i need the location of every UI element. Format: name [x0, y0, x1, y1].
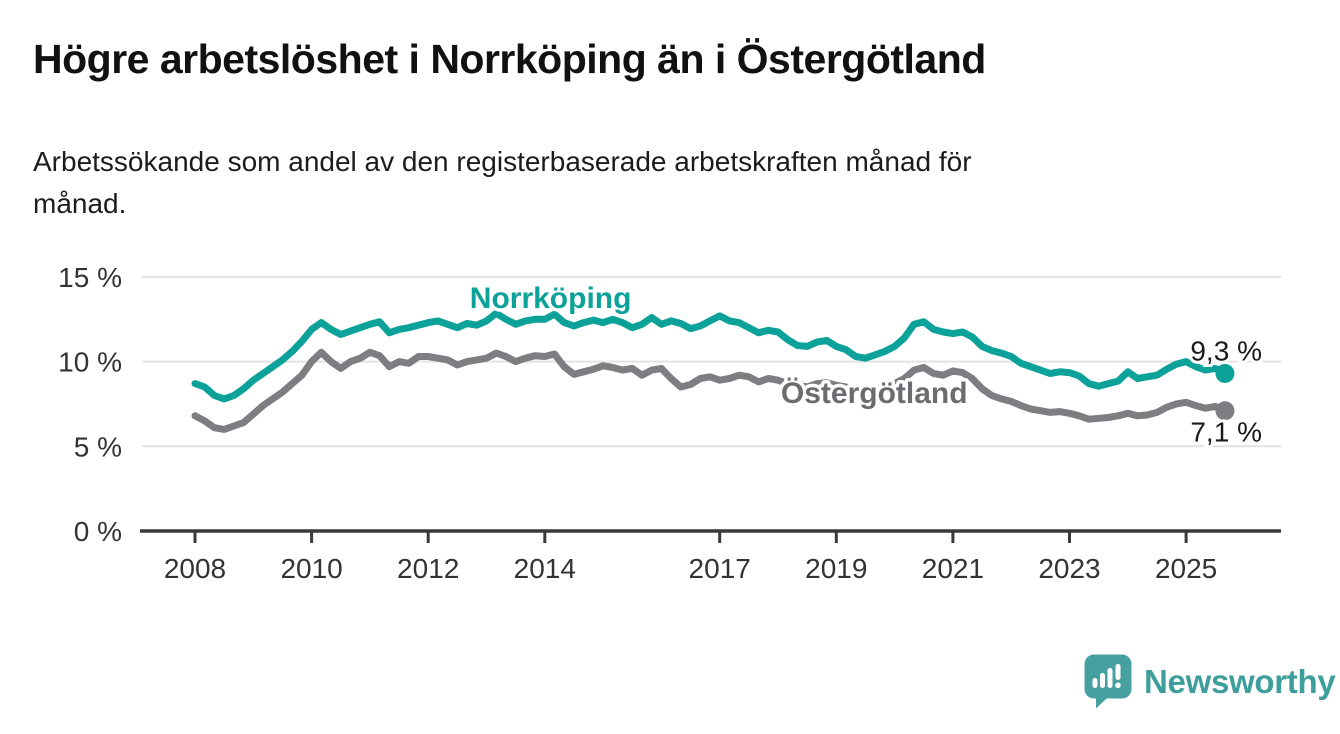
newsworthy-logo: Newsworthy: [1083, 653, 1336, 710]
x-axis-label-2019: 2019: [805, 553, 867, 584]
newsworthy-logo-icon: [1084, 654, 1132, 709]
x-axis-label-2023: 2023: [1038, 553, 1100, 584]
x-axis-label-2021: 2021: [922, 553, 984, 584]
x-axis-label-2012: 2012: [397, 553, 459, 584]
exclamation-dot: [1115, 682, 1121, 689]
norrkoping-series-label: Norrköping: [470, 282, 632, 315]
x-axis-label-2008: 2008: [164, 553, 226, 584]
subtitle-line-1: Arbetssökande som andel av den registerb…: [33, 146, 972, 177]
x-axis-label-2014: 2014: [514, 553, 576, 584]
ostergotland-end-value-label: 7,1 %: [1190, 417, 1262, 448]
ostergotland-end-dot: [1215, 401, 1235, 421]
ostergotland-series-label: Östergötland: [781, 377, 968, 410]
subtitle-line-2: månad.: [33, 188, 127, 219]
ostergotland-line: [191, 348, 1229, 433]
x-axis-label-2025: 2025: [1155, 553, 1217, 584]
y-axis-label-5: 5 %: [74, 431, 122, 462]
y-axis-label-0: 0 %: [74, 516, 122, 547]
norrkoping-line: [191, 309, 1229, 403]
page-title: Högre arbetslöshet i Norrköping än i Öst…: [33, 36, 986, 82]
x-axis-label-2017: 2017: [689, 553, 751, 584]
y-axis-label-15: 15 %: [58, 262, 122, 293]
norrkoping-end-dot: [1215, 363, 1235, 383]
bar-chart-glyph: [1092, 664, 1121, 689]
x-axis-label-2010: 2010: [280, 553, 342, 584]
norrkoping-end-value-label: 9,3 %: [1190, 335, 1262, 366]
exclamation-bar: [1115, 664, 1121, 680]
chart-subtitle: Arbetssökande som andel av den registerb…: [33, 141, 1253, 225]
y-axis-label-10: 10 %: [58, 347, 122, 378]
brand-name: Newsworthy: [1144, 662, 1336, 700]
